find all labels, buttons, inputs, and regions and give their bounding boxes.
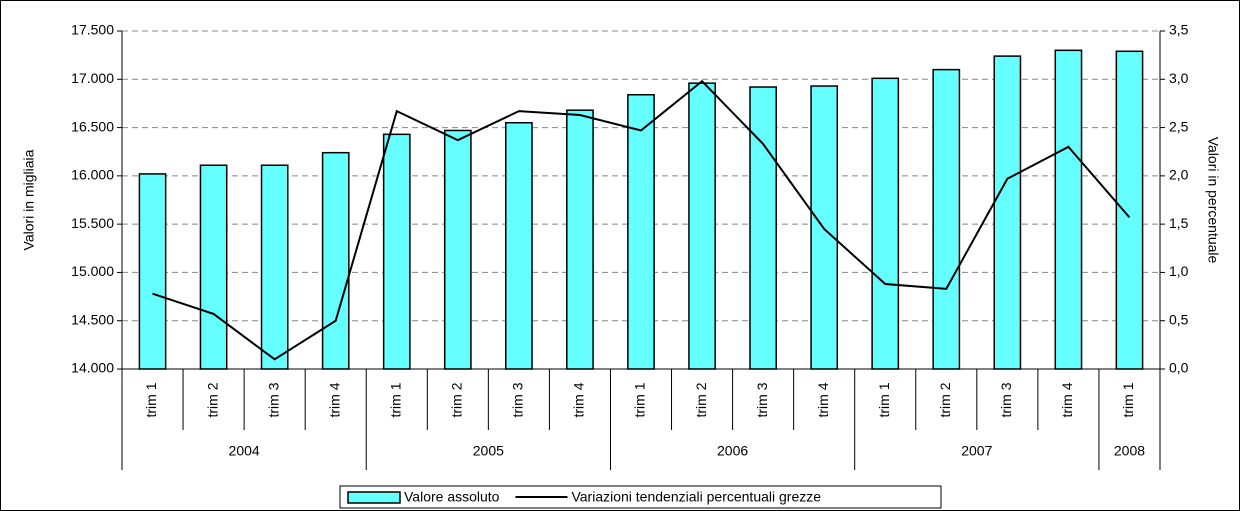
x-tick-label: trim 2 bbox=[937, 382, 953, 417]
line bbox=[152, 79, 1131, 361]
x-tick-label: trim 4 bbox=[326, 382, 342, 417]
x-tick-label: trim 3 bbox=[754, 382, 770, 417]
y2-tick-label: 1,0 bbox=[1169, 263, 1189, 279]
legend-box bbox=[339, 485, 942, 509]
y2-tick-label: 2,0 bbox=[1169, 167, 1189, 183]
x-tick-label: trim 1 bbox=[876, 382, 892, 417]
bar bbox=[566, 109, 594, 370]
y-tick-label: 17.500 bbox=[71, 22, 114, 38]
y2-tick-label: 0,0 bbox=[1169, 360, 1189, 376]
x-tick-label: trim 1 bbox=[143, 382, 159, 417]
bar bbox=[382, 133, 411, 370]
y2-tick-label: 2,5 bbox=[1169, 118, 1189, 134]
y2-tick-label: 0,5 bbox=[1169, 311, 1189, 327]
legend-label: Variazioni tendenziali percentuali grezz… bbox=[571, 489, 821, 505]
bar bbox=[1115, 50, 1144, 370]
y-tick-label: 15.000 bbox=[71, 263, 114, 279]
y-tick-label: 16.500 bbox=[71, 118, 114, 134]
legend-label: Valore assoluto bbox=[404, 489, 500, 505]
x-tick-label: trim 4 bbox=[815, 382, 831, 417]
group-label: 2005 bbox=[473, 443, 504, 459]
group-label: 2008 bbox=[1114, 443, 1145, 459]
bar bbox=[749, 86, 777, 370]
y2-axis-label: Valori in percentuale bbox=[1205, 137, 1221, 264]
x-tick-label: trim 2 bbox=[693, 382, 709, 417]
bar bbox=[627, 93, 655, 370]
bar bbox=[321, 151, 350, 370]
bar bbox=[260, 164, 289, 370]
group-label: 2007 bbox=[961, 443, 992, 459]
y-tick-label: 16.000 bbox=[71, 167, 114, 183]
bar bbox=[505, 121, 533, 370]
x-tick-label: trim 1 bbox=[632, 382, 648, 417]
bar bbox=[932, 68, 961, 370]
group-label: 2006 bbox=[717, 443, 748, 459]
bar bbox=[443, 129, 472, 370]
y-tick-label: 14.500 bbox=[71, 311, 114, 327]
x-tick-label: trim 2 bbox=[449, 382, 465, 417]
x-tick-label: trim 2 bbox=[204, 382, 220, 417]
y-axis-label: Valori in migliaia bbox=[21, 149, 37, 250]
y-tick-label: 15.500 bbox=[71, 215, 114, 231]
x-tick-label: trim 4 bbox=[1059, 382, 1075, 417]
bar bbox=[871, 77, 900, 370]
y-tick-label: 17.000 bbox=[71, 70, 114, 86]
y2-tick-label: 3,5 bbox=[1169, 22, 1189, 38]
bar bbox=[199, 164, 228, 370]
x-tick-label: trim 3 bbox=[265, 382, 281, 417]
bar bbox=[1054, 49, 1083, 370]
y2-tick-label: 1,5 bbox=[1169, 215, 1189, 231]
bar bbox=[993, 55, 1022, 370]
x-tick-label: trim 1 bbox=[1120, 382, 1136, 417]
x-tick-label: trim 1 bbox=[387, 382, 403, 417]
x-tick-label: trim 3 bbox=[998, 382, 1014, 417]
x-tick-label: trim 3 bbox=[510, 382, 526, 417]
bar bbox=[138, 173, 167, 370]
x-tick-label: trim 4 bbox=[571, 382, 587, 417]
group-label: 2004 bbox=[229, 443, 260, 459]
y-tick-label: 14.000 bbox=[71, 360, 114, 376]
legend-swatch bbox=[347, 491, 401, 504]
y2-tick-label: 3,0 bbox=[1169, 70, 1189, 86]
bar bbox=[688, 82, 716, 370]
